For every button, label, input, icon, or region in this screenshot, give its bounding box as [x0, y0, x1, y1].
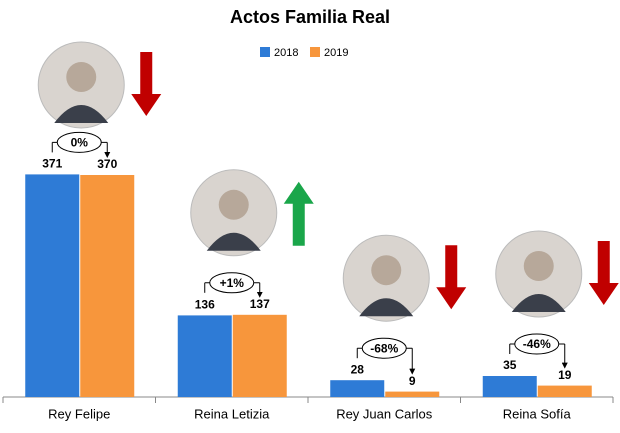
x-tick-label: Reina Letizia: [194, 406, 270, 421]
legend-swatch: [310, 47, 320, 57]
legend-label: 2019: [324, 47, 348, 59]
trend-arrow: [588, 241, 619, 305]
portrait-body: [511, 294, 566, 312]
data-label: 28: [351, 362, 365, 376]
portrait-head: [218, 189, 249, 220]
data-label: 137: [250, 297, 270, 311]
annotation-bubble: [209, 272, 255, 294]
portrait-body: [54, 105, 109, 123]
bar: [385, 391, 440, 397]
portrait-head: [523, 251, 554, 281]
bar: [330, 380, 385, 397]
trend-arrow: [131, 52, 162, 116]
x-tick-label: Rey Juan Carlos: [336, 406, 433, 421]
data-label: 35: [503, 358, 517, 372]
data-label: 371: [42, 157, 62, 171]
annotation: -68%: [370, 341, 398, 355]
bar: [232, 314, 287, 397]
bar: [177, 315, 232, 397]
annotation-bubble: [56, 131, 102, 153]
trend-arrow: [283, 181, 314, 246]
annotation: +1%: [220, 276, 245, 290]
portrait-head: [66, 62, 97, 92]
annotation: 0%: [71, 136, 89, 150]
bar: [80, 175, 135, 397]
portrait-body: [206, 232, 261, 251]
annotation: -46%: [523, 337, 551, 351]
legend-swatch: [260, 47, 270, 57]
data-label: 136: [195, 298, 215, 312]
chart-title: Actos Familia Real: [230, 7, 390, 27]
x-tick-label: Reina Sofía: [503, 406, 572, 421]
bar: [537, 385, 592, 397]
x-tick-label: Rey Felipe: [48, 406, 110, 421]
bar: [25, 174, 80, 397]
bar: [482, 376, 537, 397]
data-label: 19: [558, 368, 572, 382]
annotation-bubble: [514, 333, 560, 355]
data-label: 9: [409, 374, 416, 388]
legend-label: 2018: [274, 47, 298, 59]
portrait-body: [359, 298, 414, 317]
portrait-head: [371, 255, 402, 286]
annotation-bubble: [361, 337, 407, 359]
data-label: 370: [97, 157, 117, 171]
trend-arrow: [436, 245, 467, 310]
